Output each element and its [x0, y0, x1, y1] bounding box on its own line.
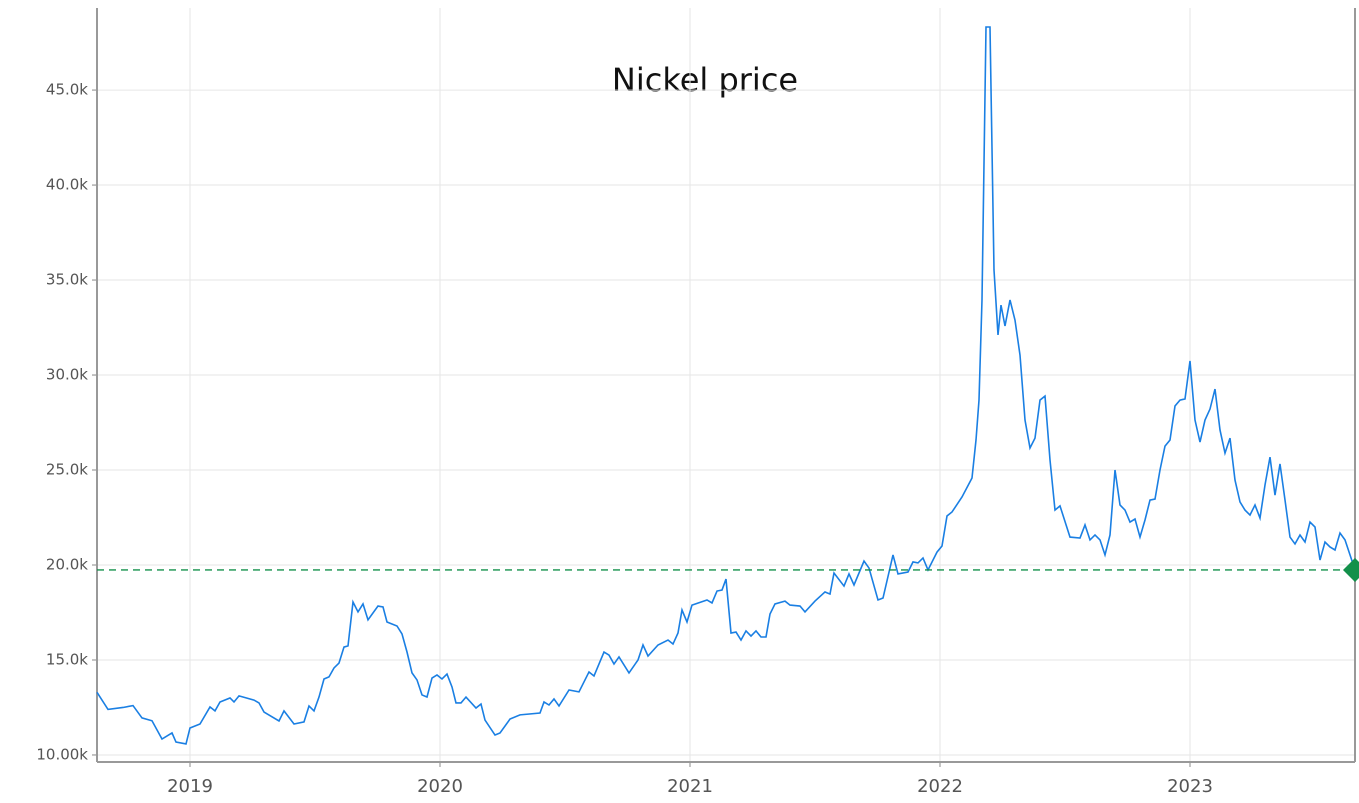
price-line: [96, 26, 1356, 745]
y-tick-label: 15.0k: [46, 650, 88, 668]
chart-title: Nickel price: [612, 61, 798, 99]
y-tick-label: 35.0k: [46, 271, 88, 289]
y-tick-label: 30.0k: [46, 366, 88, 384]
y-tick-label: 45.0k: [46, 81, 88, 99]
x-tick-label: 2019: [167, 776, 213, 797]
x-tick-label: 2021: [667, 776, 713, 797]
y-tick-label: 40.0k: [46, 176, 88, 194]
y-tick-label: 10.00k: [36, 745, 88, 763]
current-price-marker: [1343, 557, 1359, 582]
x-tick-label: 2023: [1167, 776, 1213, 797]
x-tick-label: 2020: [417, 776, 463, 797]
x-tick-label: 2022: [917, 776, 963, 797]
y-tick-label: 20.0k: [46, 555, 88, 573]
y-tick-label: 25.0k: [46, 461, 88, 479]
